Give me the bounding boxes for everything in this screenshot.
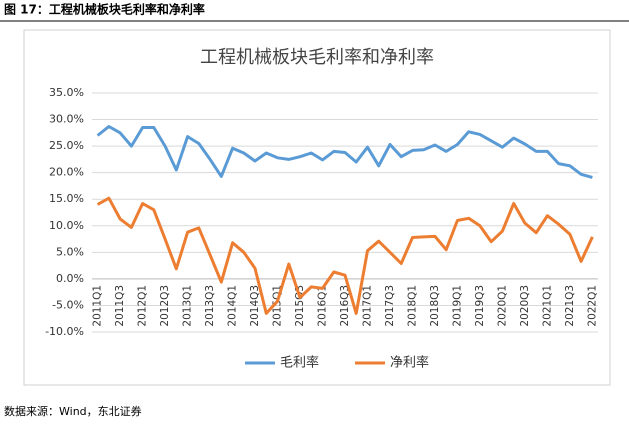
x-tick-label: 2012Q1 xyxy=(137,285,149,327)
caption: 图 17：工程机械板块毛利率和净利率 xyxy=(4,2,205,17)
source: 数据来源：Wind，东北证券 xyxy=(4,404,142,418)
y-tick-label: 5.0% xyxy=(56,245,84,258)
x-tick-label: 2016Q3 xyxy=(339,285,351,327)
x-tick-label: 2012Q3 xyxy=(159,285,171,327)
y-tick-label: 25.0% xyxy=(49,139,84,152)
x-tick-label: 2022Q1 xyxy=(586,285,598,327)
x-tick-label: 2014Q3 xyxy=(249,285,261,327)
x-tick-label: 2016Q1 xyxy=(317,285,329,327)
x-tick-label: 2019Q3 xyxy=(474,285,486,327)
x-tick-label: 2011Q1 xyxy=(92,285,104,327)
series-line xyxy=(96,196,594,315)
x-tick-label: 2013Q1 xyxy=(182,285,194,327)
legend-label: 毛利率 xyxy=(280,355,319,371)
x-tick-label: 2019Q1 xyxy=(451,285,463,327)
x-tick-label: 2017Q1 xyxy=(361,285,373,327)
x-tick-label: 2021Q1 xyxy=(541,285,553,327)
series-line xyxy=(96,125,593,179)
y-tick-label: -5.0% xyxy=(52,298,84,311)
x-tick-label: 2011Q3 xyxy=(114,285,126,327)
x-tick-label: 2018Q1 xyxy=(406,285,418,327)
y-tick-label: -10.0% xyxy=(45,325,84,338)
y-tick-label: 10.0% xyxy=(49,219,84,232)
x-tick-label: 2015Q3 xyxy=(294,285,306,327)
y-tick-label: 20.0% xyxy=(49,166,84,179)
chart-title: 工程机械板块毛利率和净利率 xyxy=(200,47,434,68)
x-tick-label: 2013Q3 xyxy=(204,285,216,327)
y-tick-label: 0.0% xyxy=(56,272,84,285)
x-tick-label: 2020Q1 xyxy=(496,285,508,327)
x-tick-label: 2017Q3 xyxy=(384,285,396,327)
y-tick-label: 30.0% xyxy=(49,113,84,126)
x-tick-label: 2021Q3 xyxy=(564,285,576,327)
y-tick-label: 35.0% xyxy=(49,86,84,99)
chart-border xyxy=(23,29,611,386)
y-tick-label: 15.0% xyxy=(49,192,84,205)
x-tick-label: 2020Q3 xyxy=(519,285,531,327)
legend-label: 净利率 xyxy=(390,355,429,371)
x-tick-label: 2018Q3 xyxy=(429,285,441,327)
x-tick-label: 2014Q1 xyxy=(227,285,239,327)
